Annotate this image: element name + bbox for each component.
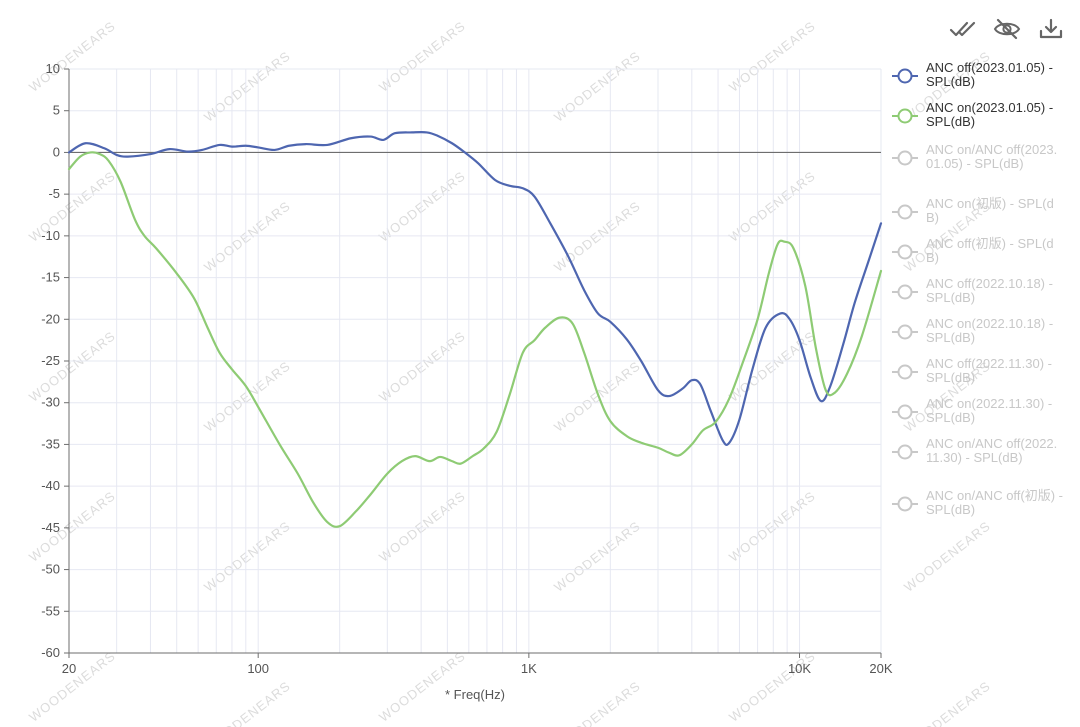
watermark-text: WOODENEARS [26,18,118,95]
legend-marker-icon [892,284,918,300]
legend-marker-icon [892,324,918,340]
y-tick-label: -55 [41,603,60,618]
select-all-icon [949,21,976,37]
series-layer [67,131,883,528]
watermark-text: WOODENEARS [26,328,118,405]
watermark-text: WOODENEARS [551,48,643,125]
y-tick-label: -60 [41,645,60,660]
download-button[interactable] [1034,14,1068,44]
chart-toolbar [946,14,1068,44]
legend-marker-icon [892,364,918,380]
legend-item[interactable]: ANC on(2022.11.30) - SPL(dB) [890,396,1064,425]
legend-marker-icon [892,68,918,84]
legend-marker-icon [892,150,918,166]
watermark-text: WOODENEARS [551,358,643,435]
y-tick-label: 10 [46,61,60,76]
watermark-text: WOODENEARS [551,518,643,595]
axes-layer: 1050-5-10-15-20-25-30-35-40-45-50-55-602… [41,61,893,702]
watermark-text: WOODENEARS [201,198,293,275]
legend-item[interactable]: ANC on(初版) - SPL(dB) [890,196,1064,225]
y-tick-label: -20 [41,311,60,326]
legend-label: ANC off(2023.01.05) - SPL(dB) [926,60,1053,89]
watermark-text: WOODENEARS [376,18,468,95]
legend-marker-icon [892,444,918,460]
legend-item[interactable]: ANC off(初版) - SPL(dB) [890,236,1064,265]
series-line-0 [67,131,883,446]
y-tick-label: -25 [41,353,60,368]
watermark-text: WOODENEARS [726,648,818,725]
legend-label: ANC on/ANC off(初版) - SPL(dB) [926,488,1064,517]
legend-label: ANC on/ANC off(2023.01.05) - SPL(dB) [926,142,1058,171]
legend-marker-icon [892,204,918,220]
legend-marker-icon [892,108,918,124]
legend-label: ANC on(2022.10.18) - SPL(dB) [926,316,1054,345]
watermark-text: WOODENEARS [376,488,468,565]
watermark-text: WOODENEARS [376,168,468,245]
watermark-text: WOODENEARS [201,678,293,727]
watermark-text: WOODENEARS [376,328,468,405]
watermark-text: WOODENEARS [26,168,118,245]
y-tick-label: -45 [41,520,60,535]
watermark-text: WOODENEARS [201,48,293,125]
eye-off-icon [993,18,1021,40]
y-tick-label: -10 [41,228,60,243]
watermark-text: WOODENEARS [201,518,293,595]
series-line-1 [67,151,883,528]
legend-label: ANC on(初版) - SPL(dB) [926,196,1054,225]
legend-item[interactable]: ANC on(2022.10.18) - SPL(dB) [890,316,1064,345]
legend-item[interactable]: ANC on/ANC off(初版) - SPL(dB) [890,488,1064,517]
y-tick-label: -50 [41,562,60,577]
x-tick-label: 20 [62,661,76,676]
legend-marker-icon [892,404,918,420]
y-tick-label: -40 [41,478,60,493]
watermark-text: WOODENEARS [201,358,293,435]
watermark-text: WOODENEARS [26,488,118,565]
watermark-text: WOODENEARS [901,678,993,727]
legend-label: ANC off(2022.10.18) - SPL(dB) [926,276,1053,305]
legend-item[interactable]: ANC off(2023.01.05) - SPL(dB) [890,60,1064,89]
y-tick-label: -35 [41,436,60,451]
legend-item[interactable]: ANC on/ANC off(2023.01.05) - SPL(dB) [890,142,1064,171]
hide-all-button[interactable] [990,14,1024,44]
x-tick-label: 1K [521,661,537,676]
x-tick-label: 20K [869,661,892,676]
x-tick-label: 100 [247,661,269,676]
legend-label: ANC on(2023.01.05) - SPL(dB) [926,100,1054,129]
watermark-text: WOODENEARS [551,198,643,275]
legend-marker-icon [892,496,918,512]
legend-marker-icon [892,244,918,260]
legend-item[interactable]: ANC off(2022.11.30) - SPL(dB) [890,356,1064,385]
download-icon [1039,18,1063,39]
legend-label: ANC off(2022.11.30) - SPL(dB) [926,356,1052,385]
y-tick-label: -5 [48,186,60,201]
legend-item[interactable]: ANC off(2022.10.18) - SPL(dB) [890,276,1064,305]
grid-layer [68,68,882,654]
y-tick-label: 0 [53,144,60,159]
watermark-text: WOODENEARS [26,648,118,725]
legend-item[interactable]: ANC on(2023.01.05) - SPL(dB) [890,100,1064,129]
x-axis-title: * Freq(Hz) [445,687,505,702]
y-tick-label: -15 [41,270,60,285]
legend-item[interactable]: ANC on/ANC off(2022.11.30) - SPL(dB) [890,436,1064,465]
legend-label: ANC off(初版) - SPL(dB) [926,236,1054,265]
watermark-text: WOODENEARS [901,518,993,595]
y-tick-label: 5 [53,103,60,118]
x-tick-label: 10K [788,661,811,676]
select-all-button[interactable] [946,14,980,44]
y-tick-label: -30 [41,395,60,410]
legend-label: ANC on/ANC off(2022.11.30) - SPL(dB) [926,436,1058,465]
watermark-text: WOODENEARS [551,678,643,727]
legend-label: ANC on(2022.11.30) - SPL(dB) [926,396,1053,425]
